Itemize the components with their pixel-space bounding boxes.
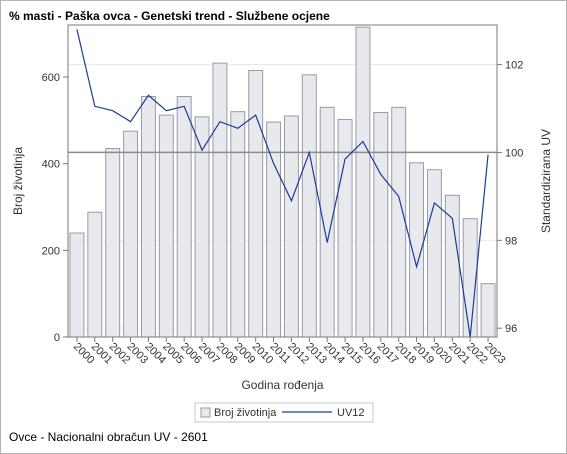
axes: 0200400600969810010220002001200220032004… [11, 24, 553, 392]
left-tick-label: 600 [42, 72, 60, 84]
bar-2005 [158, 114, 174, 338]
right-axis-title: Standardizirana UV [539, 129, 553, 233]
right-tick-label: 102 [505, 60, 523, 72]
right-tick-label: 98 [505, 235, 517, 247]
left-tick-label: 0 [54, 332, 60, 344]
bar-2013 [301, 74, 317, 338]
bar-2004 [140, 96, 156, 338]
left-tick-label: 400 [42, 159, 60, 171]
left-axis-title: Broj životinja [11, 147, 25, 215]
bar-2023 [480, 283, 496, 338]
right-tick-label: 96 [505, 323, 517, 335]
bar-2010 [248, 70, 264, 338]
legend-label-line: UV12 [337, 407, 365, 419]
bar-2011 [266, 121, 282, 338]
right-tick-label: 100 [505, 147, 523, 159]
bar-2021 [444, 194, 460, 338]
bar-2012 [283, 115, 299, 338]
bar-2016 [355, 26, 371, 338]
left-tick-label: 200 [42, 245, 60, 257]
legend-bar-swatch [200, 407, 211, 418]
legend: Broj životinja UV12 [194, 402, 374, 423]
bar-2008 [212, 62, 228, 338]
bar-2003 [123, 130, 139, 338]
bar-2017 [373, 112, 389, 338]
chart-title: % masti - Paška ovca - Genetski trend - … [9, 9, 330, 23]
uv12-line [76, 29, 489, 338]
bar-2018 [391, 106, 407, 338]
chart-footnote: Ovce - Nacionalni obračun UV - 2601 [9, 430, 208, 444]
bar-2006 [176, 96, 192, 338]
bar-2022 [462, 218, 478, 338]
plot-area-frame [67, 24, 498, 338]
uv-line-group [76, 29, 489, 338]
bar-2000 [69, 232, 85, 338]
bar-2020 [426, 169, 442, 338]
bars [69, 26, 496, 338]
bar-2001 [87, 211, 103, 338]
legend-label-bars: Broj životinja [214, 407, 277, 419]
x-axis-title: Godina rođenja [241, 378, 323, 392]
bar-2002 [105, 148, 121, 338]
bar-2009 [230, 111, 246, 338]
